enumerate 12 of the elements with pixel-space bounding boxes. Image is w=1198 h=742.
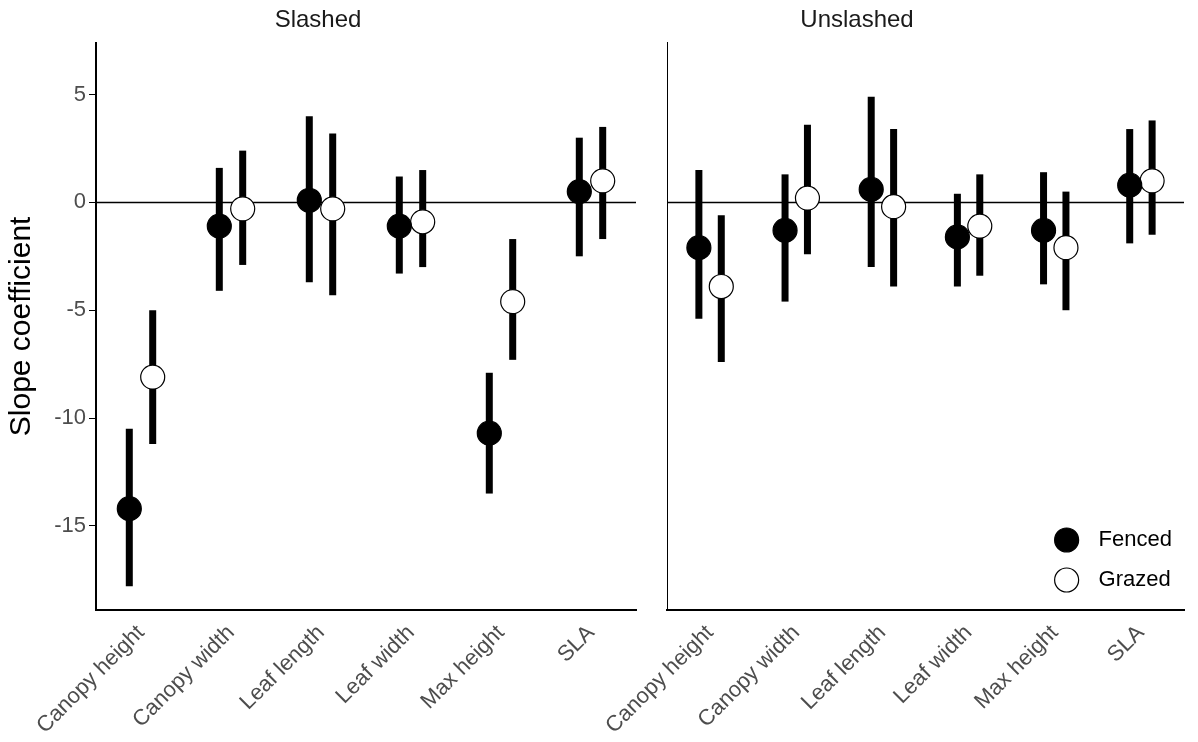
x-tick-label: SLA bbox=[551, 619, 600, 667]
y-axis-title: Slope coefficient bbox=[3, 215, 37, 437]
chart-title: Slashed bbox=[274, 5, 362, 33]
legend-label: Grazed bbox=[1098, 566, 1171, 592]
y-tick-label: -5 bbox=[66, 296, 86, 322]
legend-label: Fenced bbox=[1098, 526, 1173, 552]
x-tick-label: SLA bbox=[1101, 619, 1149, 667]
y-tick-label: -15 bbox=[54, 511, 86, 537]
y-tick-label: 5 bbox=[73, 80, 86, 106]
chart-title: Unslashed bbox=[800, 5, 914, 33]
y-tick-label: -10 bbox=[54, 404, 86, 430]
y-tick-label: 0 bbox=[73, 188, 86, 214]
